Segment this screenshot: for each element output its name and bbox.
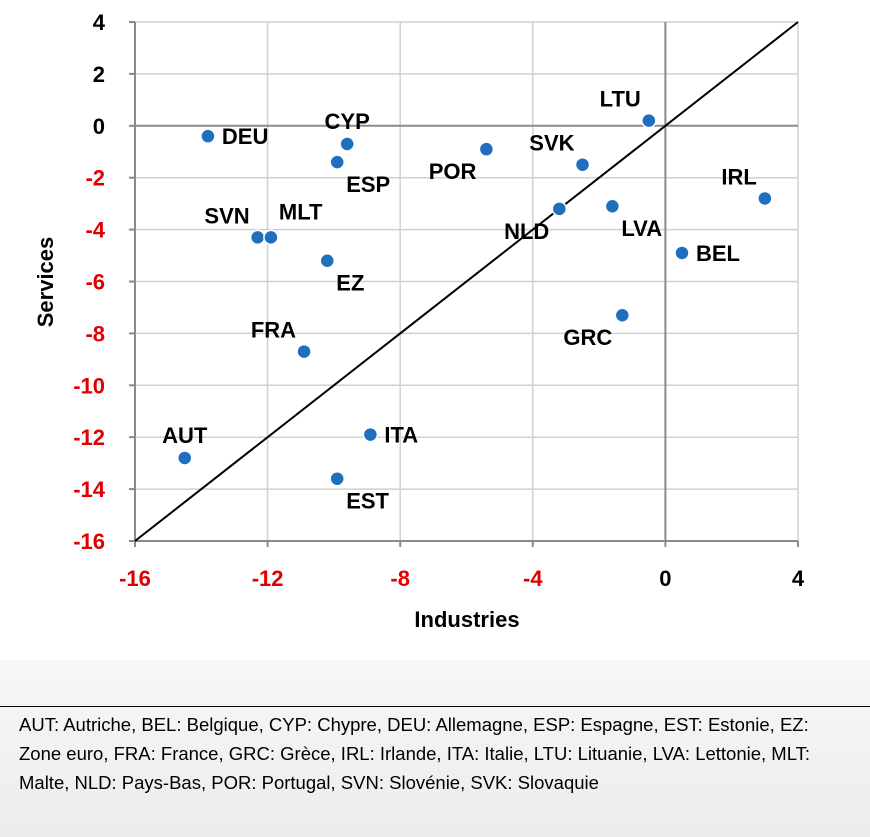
point-label-aut: AUT (162, 423, 208, 448)
tick-labels: 4 2 0 -2 -4 -6 -8 -10 -12 -14 -16 -16 -12 -8 -4 0 4 (73, 10, 805, 591)
point-label-bel: BEL (696, 241, 740, 266)
y-tick-label: -14 (73, 477, 106, 502)
point-svk (574, 156, 591, 173)
point-label-irl: IRL (721, 164, 756, 189)
point-label-nld: NLD (504, 219, 549, 244)
point-ez (319, 252, 336, 269)
point-esp (329, 154, 345, 170)
point-deu (200, 128, 216, 144)
point-label-ita: ITA (384, 423, 418, 448)
point-aut (176, 450, 193, 466)
point-labels: DEU CYP ESP SVN MLT EZ FRA AUT ITA EST POR SVK LTU NL… (162, 87, 757, 514)
x-tick-label: -16 (119, 566, 151, 591)
y-tick-label: -8 (85, 321, 105, 346)
axes (129, 21, 799, 547)
x-tick-label: -4 (523, 566, 543, 591)
data-points (176, 112, 773, 487)
point-est (329, 470, 345, 487)
y-tick-label: -12 (73, 425, 105, 450)
y-tick-label: -4 (85, 218, 105, 243)
footnote-legend: AUT: Autriche, BEL: Belgique, CYP: Chypr… (19, 714, 811, 793)
point-cyp (339, 136, 355, 152)
point-grc (614, 307, 631, 323)
point-irl (757, 190, 773, 207)
point-label-mlt: MLT (279, 199, 323, 224)
y-tick-label: -10 (73, 373, 105, 398)
point-label-est: EST (346, 489, 389, 514)
point-por (478, 141, 495, 157)
diagonal-line (134, 21, 799, 542)
y-tick-label: -6 (85, 270, 105, 295)
point-label-fra: FRA (251, 318, 296, 343)
x-axis-title: Industries (414, 607, 519, 632)
y-tick-label: 2 (93, 62, 105, 87)
point-label-deu: DEU (222, 124, 268, 149)
point-label-svk: SVK (529, 131, 574, 156)
y-tick-label: 0 (93, 114, 105, 139)
y-axis-title: Services (33, 237, 58, 328)
point-label-lva: LVA (621, 216, 662, 241)
footnote-divider (0, 706, 870, 707)
y-tick-label: -2 (85, 166, 105, 191)
point-label-por: POR (429, 159, 477, 184)
x-tick-label: -12 (252, 566, 284, 591)
point-bel (674, 245, 690, 261)
scatter-chart: 4 2 0 -2 -4 -6 -8 -10 -12 -14 -16 -16 -12 -8 -4 0 4 DEU C… (33, 10, 805, 632)
y-tick-label: 4 (93, 10, 106, 35)
y-tick-label: -16 (73, 529, 105, 554)
point-label-esp: ESP (346, 172, 390, 197)
point-label-ltu: LTU (600, 87, 641, 112)
x-tick-label: 0 (659, 566, 671, 591)
grid-lines (134, 21, 799, 542)
point-mlt (263, 229, 279, 246)
chart-svg: 4 2 0 -2 -4 -6 -8 -10 -12 -14 -16 -16 -12 -8 -4 0 4 DEU C… (33, 10, 805, 632)
point-ita (362, 426, 379, 443)
point-label-cyp: CYP (325, 109, 370, 134)
x-tick-label: -8 (390, 566, 410, 591)
point-svn (249, 229, 266, 246)
point-fra (296, 343, 312, 360)
x-tick-label: 4 (792, 566, 805, 591)
point-nld (551, 201, 568, 217)
reference-diagonal (134, 21, 799, 542)
point-label-svn: SVN (204, 203, 249, 228)
point-label-grc: GRC (563, 325, 612, 350)
point-ltu (641, 112, 657, 129)
point-lva (604, 198, 621, 214)
point-label-ez: EZ (336, 271, 364, 296)
